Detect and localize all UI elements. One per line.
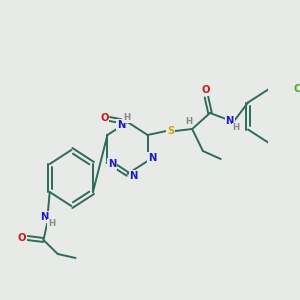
- Text: N: N: [225, 116, 234, 126]
- Text: H: H: [48, 220, 55, 229]
- Text: Cl: Cl: [293, 85, 300, 94]
- Text: N: N: [130, 171, 138, 181]
- Text: H: H: [123, 113, 130, 122]
- Text: N: N: [40, 212, 49, 222]
- Text: O: O: [100, 113, 109, 123]
- Text: S: S: [167, 126, 174, 136]
- Text: N: N: [117, 119, 125, 130]
- Text: O: O: [18, 233, 26, 243]
- Text: O: O: [201, 85, 210, 95]
- Text: N: N: [108, 159, 116, 169]
- Text: H: H: [185, 116, 192, 125]
- Text: N: N: [148, 153, 156, 163]
- Text: H: H: [232, 124, 239, 133]
